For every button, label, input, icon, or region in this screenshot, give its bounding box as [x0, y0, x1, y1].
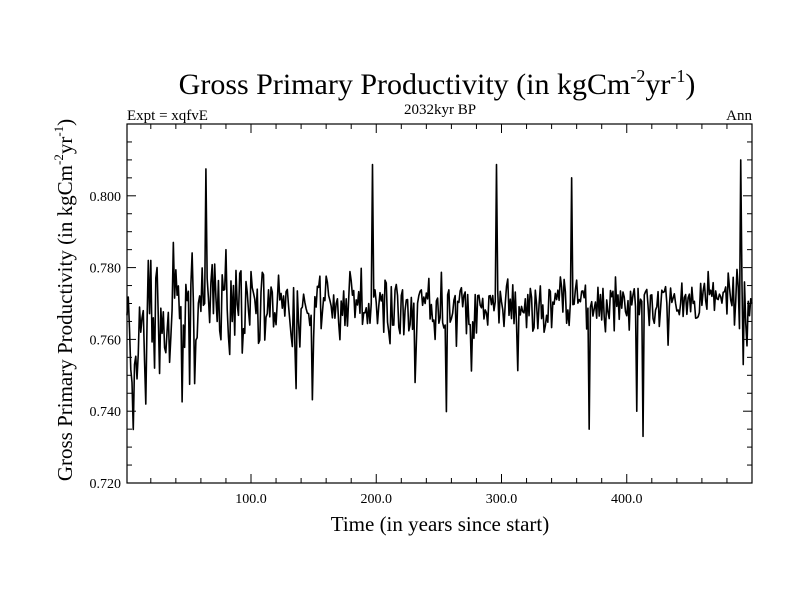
x-tick-label: 200.0	[360, 492, 392, 507]
y-axis-label-sup1: -2	[51, 154, 66, 165]
y-tick-label: 0.740	[90, 405, 122, 420]
series-line	[126, 159, 753, 438]
chart-title: Gross Primary Productivity (in kgCm-2yr-…	[179, 66, 696, 101]
x-axis-label: Time (in years since start)	[331, 512, 550, 536]
y-axis-label-main: Gross Primary Productivity (in kgCm	[53, 165, 77, 481]
y-tick-label: 0.720	[90, 477, 122, 492]
x-tick-label: 100.0	[235, 492, 267, 507]
chart-title-sup1: -2	[630, 66, 645, 86]
chart-title-main: Gross Primary Productivity (in kgCm	[179, 68, 631, 101]
y-tick-label: 0.800	[90, 190, 122, 205]
subtitle-right: Ann	[726, 108, 752, 124]
y-axis-label-mid: yr	[53, 137, 77, 155]
y-axis-label-end: )	[53, 119, 77, 126]
y-tick-label: 0.780	[90, 262, 122, 277]
y-tick-labels: 0.720 0.740 0.760 0.780 0.800	[90, 190, 122, 492]
chart-title-end: )	[685, 68, 695, 101]
x-tick-label: 400.0	[611, 492, 643, 507]
x-tick-label: 300.0	[486, 492, 518, 507]
chart-title-mid: yr	[645, 68, 670, 101]
chart-title-sup2: -1	[670, 66, 685, 86]
y-axis-label-sup2: -1	[51, 126, 66, 137]
y-tick-label: 0.760	[90, 333, 122, 348]
subtitle-center: 2032kyr BP	[404, 102, 476, 118]
y-axis-label: Gross Primary Productivity (in kgCm-2yr-…	[51, 119, 77, 481]
x-tick-labels: 100.0 200.0 300.0 400.0	[235, 492, 642, 507]
subtitle-left: Expt = xqfvE	[127, 108, 208, 124]
